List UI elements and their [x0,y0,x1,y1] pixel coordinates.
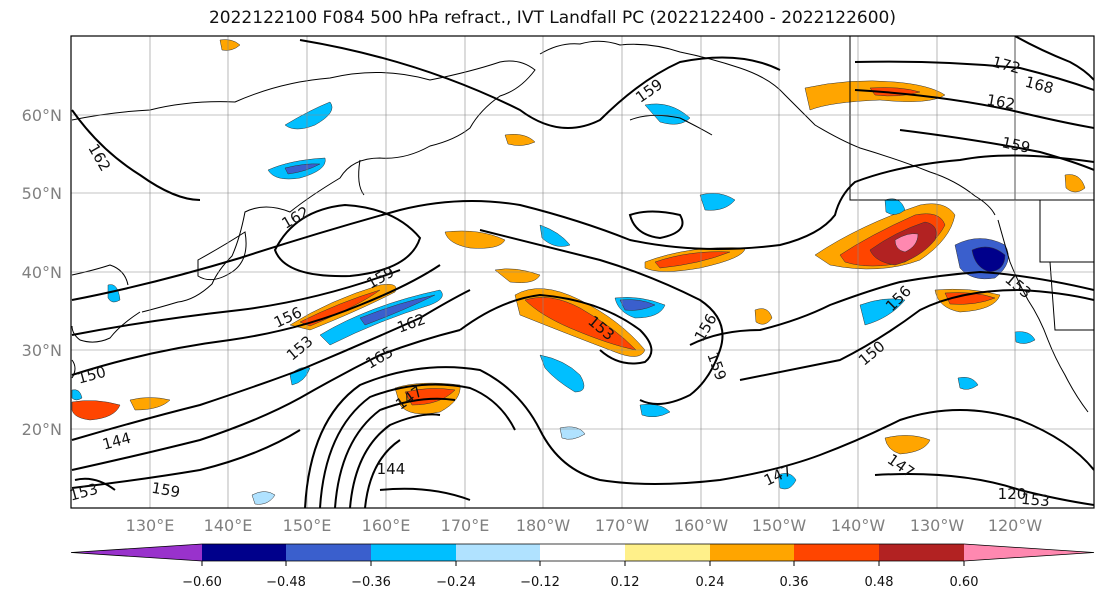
lon-label: 120°W [988,516,1043,535]
colorbar-ticks [201,561,965,566]
lon-label: 140°W [831,516,886,535]
height-contours [71,36,1094,508]
lon-label: 130°E [126,516,175,535]
colorbar-segment [371,544,456,561]
colorbar-tick-label: −0.24 [436,575,476,590]
lon-label: 130°W [910,516,965,535]
lon-label: 170°E [441,516,490,535]
colorbar-tick-label: 0.48 [865,575,894,590]
lat-label: 20°N [22,420,62,439]
contour-label: 153 [1020,490,1050,510]
colorbar-segment [964,544,1094,561]
colorbar-segment [879,544,964,561]
anomaly-fills [71,39,1086,505]
colorbar-segment [456,544,540,561]
colorbar-tick-label: −0.12 [520,575,560,590]
contour-label: 159 [1000,133,1032,157]
colorbar-segment [540,544,625,561]
contour-label: 162 [985,91,1016,114]
lat-label: 30°N [22,341,62,360]
colorbar-segment [71,544,202,561]
lat-label: 40°N [22,263,62,282]
lon-label: 150°E [283,516,332,535]
colorbar-tick-label: 0.12 [611,575,640,590]
contour-label: 159 [150,479,181,502]
colorbar-tick-label: 0.36 [780,575,809,590]
colorbar-tick-label: 0.60 [950,575,979,590]
colorbar: −0.60 −0.48 −0.36 −0.24 −0.12 0.12 0.24 … [70,543,1095,590]
contour-label: 144 [377,460,406,478]
lat-label: 50°N [22,184,62,203]
map-frame [70,35,1095,509]
colorbar-tick-label: −0.36 [351,575,391,590]
lon-label: 140°E [204,516,253,535]
lon-label: 170°W [595,516,650,535]
colorbar-tick-label: −0.48 [266,575,306,590]
colorbar-segment [286,544,371,561]
colorbar-segment [794,544,879,561]
lon-label: 150°W [752,516,807,535]
contour-label: 120 [998,485,1027,503]
contour-labels: 168 162 159 159 162 162 159 156 153 150 … [68,53,1056,510]
colorbar-tick-label: −0.60 [182,575,222,590]
lon-label: 160°E [362,516,411,535]
longitude-labels: 130°E 140°E 150°E 160°E 170°E 180°W 170°… [126,516,1043,535]
colorbar-segment [625,544,710,561]
lon-label: 180°W [516,516,571,535]
lat-label: 60°N [22,106,62,125]
gridlines [71,36,1094,508]
colorbar-tick-labels: −0.60 −0.48 −0.36 −0.24 −0.12 0.12 0.24 … [182,575,978,590]
colorbar-segment [710,544,794,561]
colorbar-segment [202,544,286,561]
colorbar-segments [70,543,1095,562]
lon-label: 160°W [674,516,729,535]
latitude-labels: 60°N 50°N 40°N 30°N 20°N [22,106,62,439]
map-title: 2022122100 F084 500 hPa refract., IVT La… [208,8,896,28]
colorbar-tick-label: 0.24 [696,575,725,590]
